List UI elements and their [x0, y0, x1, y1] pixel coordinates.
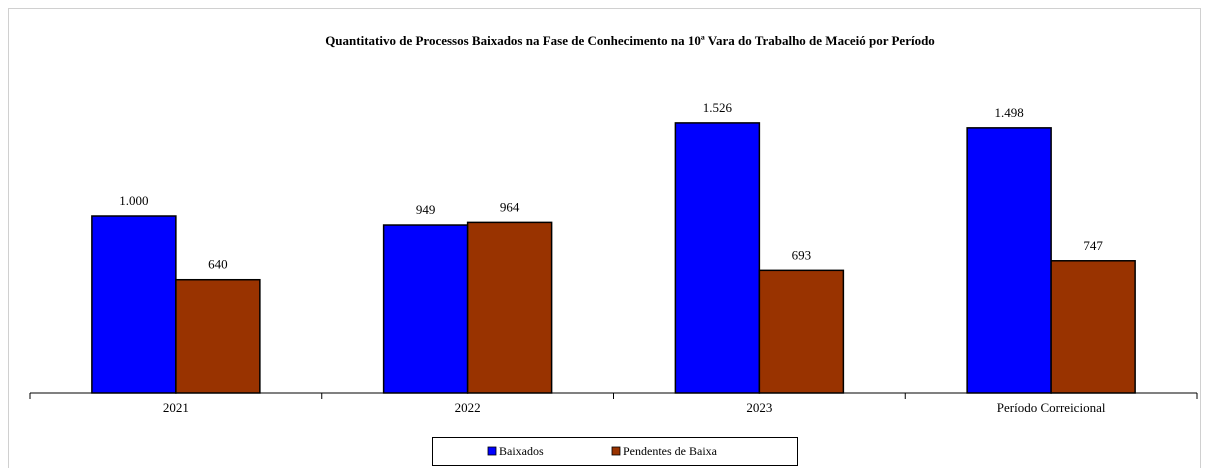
- legend-swatch: [611, 446, 621, 456]
- value-label: 1.526: [703, 100, 733, 115]
- x-tick-label: 2021: [163, 400, 189, 415]
- legend-label: Baixados: [499, 444, 544, 458]
- bar: [175, 278, 261, 394]
- value-label: 1.498: [995, 105, 1024, 120]
- bar: [674, 122, 761, 394]
- chart-frame: [8, 8, 1201, 473]
- bar: [466, 221, 553, 394]
- bar: [758, 269, 845, 394]
- chart-title: Quantitativo de Processos Baixados na Fa…: [325, 33, 935, 48]
- legend-swatch: [487, 446, 497, 456]
- legend-label: Pendentes de Baixa: [623, 444, 718, 458]
- value-label: 1.000: [119, 193, 148, 208]
- bar: [91, 215, 177, 394]
- x-tick-label: Período Correicional: [997, 400, 1106, 415]
- value-label: 747: [1083, 238, 1103, 253]
- value-label: 693: [792, 247, 812, 262]
- x-tick-label: 2023: [746, 400, 772, 415]
- x-tick-label: 2022: [455, 400, 481, 415]
- bar: [1050, 260, 1136, 394]
- bar: [382, 224, 469, 394]
- bar: [966, 127, 1052, 394]
- value-label: 640: [208, 257, 228, 272]
- value-label: 964: [500, 199, 520, 214]
- value-label: 949: [416, 202, 436, 217]
